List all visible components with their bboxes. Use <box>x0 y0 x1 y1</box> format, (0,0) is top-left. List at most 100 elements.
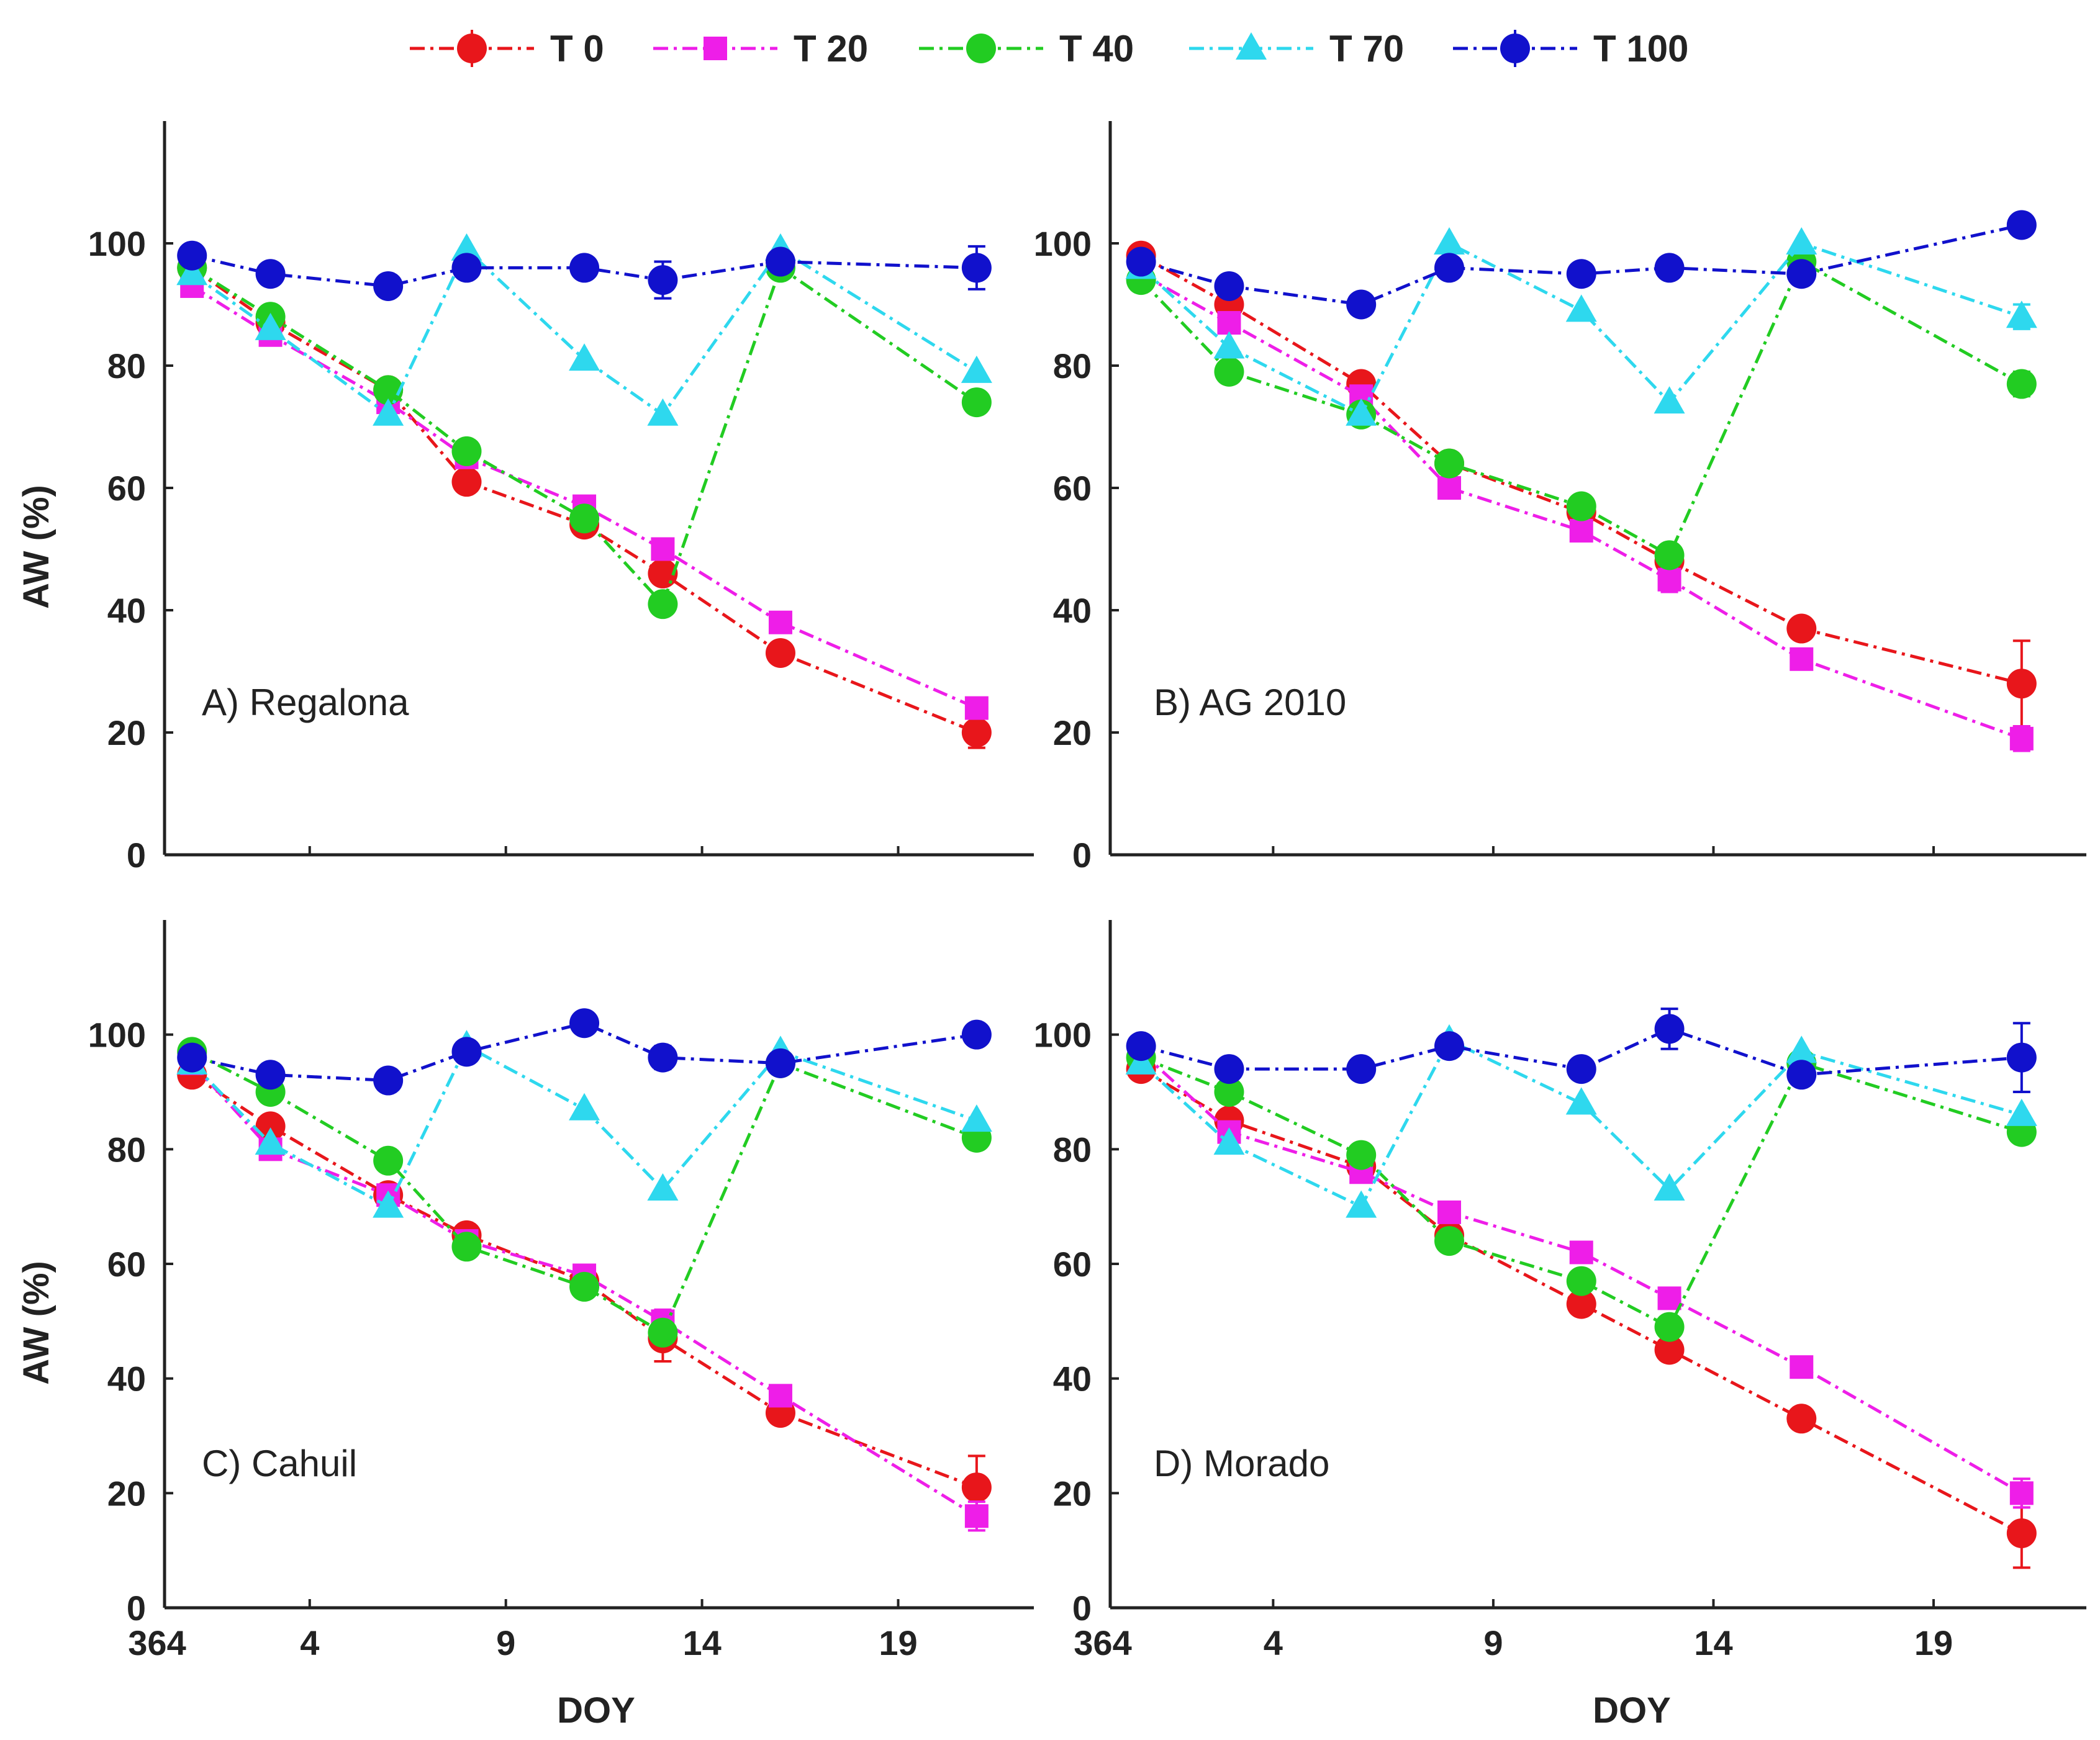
series-t-0 <box>1126 1054 2037 1569</box>
legend-item-t-0: T 0 <box>410 28 604 70</box>
legend-item-t-70: T 70 <box>1189 28 1404 70</box>
data-point <box>961 1104 992 1132</box>
data-point <box>1346 289 1377 320</box>
x-tick-label: 19 <box>1914 1623 1953 1662</box>
x-tick-label: 14 <box>682 1623 721 1662</box>
x-axis-title: DOY <box>557 1690 635 1731</box>
legend-item-t-40: T 40 <box>919 28 1134 70</box>
data-point <box>1790 1355 1814 1379</box>
x-tick-label: 19 <box>879 1623 917 1662</box>
series-line <box>191 266 977 734</box>
panel-label: C) Cahuil <box>202 1443 357 1484</box>
data-point <box>569 1008 600 1039</box>
data-point <box>1214 1054 1244 1084</box>
series-line <box>1140 1056 2022 1329</box>
data-point <box>373 271 404 301</box>
data-point <box>569 1093 600 1120</box>
data-point <box>651 537 675 561</box>
series-t-70 <box>1125 227 2037 426</box>
x-axis-title: DOY <box>1593 1690 1671 1731</box>
legend-marker <box>966 34 996 63</box>
data-point <box>648 1317 678 1348</box>
legend-marker <box>457 34 487 63</box>
data-point <box>1654 386 1685 414</box>
y-tick-label: 60 <box>1053 469 1092 508</box>
y-tick-label: 20 <box>107 713 146 752</box>
series-line <box>1139 1038 2022 1209</box>
data-point <box>1213 331 1245 359</box>
x-tick-label: 9 <box>1483 1623 1503 1662</box>
y-tick-label: 100 <box>88 1016 146 1055</box>
legend: T 0 T 20 T 40 T 70 T 100 <box>410 28 1688 70</box>
legend-label: T 70 <box>1329 28 1404 70</box>
data-point <box>451 1037 482 1067</box>
y-tick-label: 40 <box>1053 1359 1092 1399</box>
data-point <box>1569 518 1593 543</box>
data-point <box>2006 1098 2037 1126</box>
y-tick-label: 40 <box>107 1359 146 1399</box>
series-line <box>191 1021 977 1083</box>
data-point <box>648 265 678 295</box>
series-line <box>191 254 977 288</box>
series-t-100 <box>1126 1007 2037 1093</box>
data-point <box>1657 567 1681 592</box>
y-tick-label: 40 <box>1053 591 1092 630</box>
data-point <box>1437 476 1461 500</box>
data-point <box>451 436 482 466</box>
data-point <box>569 503 600 534</box>
x-tick-label: 14 <box>1694 1623 1732 1662</box>
data-point <box>1786 1035 1817 1063</box>
series-t-70 <box>1125 1024 2037 1218</box>
data-point <box>1434 448 1464 479</box>
data-point <box>1654 1173 1685 1201</box>
series-line <box>1140 1067 2022 1535</box>
data-point <box>1217 311 1241 335</box>
data-point <box>1434 1226 1464 1256</box>
panel-b-ag-2010: 0 20 40 60 80 100 B) AG 2010 <box>1034 121 2086 875</box>
data-point <box>2006 669 2037 699</box>
data-point <box>373 1145 404 1176</box>
data-point <box>569 253 600 283</box>
data-point <box>1126 1031 1156 1062</box>
data-point <box>1786 1060 1817 1090</box>
data-point <box>569 1271 600 1302</box>
x-origin-label: 364 <box>1074 1623 1131 1662</box>
series-t-20 <box>180 274 989 720</box>
data-point <box>2006 210 2037 240</box>
legend-marker <box>1236 32 1267 60</box>
data-point <box>1566 491 1596 521</box>
legend-marker <box>704 37 727 60</box>
y-tick-label: 20 <box>1053 1474 1092 1513</box>
series-line <box>1140 254 2022 685</box>
data-point <box>1657 1286 1681 1310</box>
data-point <box>964 1504 989 1528</box>
series-line <box>1140 1027 2022 1076</box>
data-point <box>2009 1481 2034 1505</box>
data-point <box>373 375 404 405</box>
data-point <box>765 246 795 277</box>
panel-label: A) Regalona <box>202 682 409 723</box>
y-axis-title: AW (%) <box>16 485 57 609</box>
data-point <box>373 1190 404 1218</box>
y-tick-label: 80 <box>1053 1130 1092 1169</box>
data-point <box>1214 271 1244 301</box>
series-line <box>191 1062 978 1518</box>
data-point <box>1786 259 1817 289</box>
x-origin-label: 364 <box>128 1623 186 1662</box>
series-line <box>1140 223 2022 307</box>
series-t-70 <box>176 1030 992 1218</box>
series-line <box>191 1044 977 1209</box>
panel-label: D) Morado <box>1154 1443 1329 1484</box>
data-point <box>1654 1312 1685 1342</box>
data-point <box>2006 1042 2037 1073</box>
data-point <box>373 398 404 426</box>
data-point <box>255 1060 286 1090</box>
data-point <box>2006 1518 2037 1548</box>
y-tick-label: 20 <box>107 1474 146 1513</box>
legend-item-t-20: T 20 <box>653 28 868 70</box>
data-point <box>1214 356 1244 387</box>
series-line <box>191 1073 977 1489</box>
y-tick-label: 80 <box>1053 346 1092 385</box>
data-point <box>1790 647 1814 671</box>
